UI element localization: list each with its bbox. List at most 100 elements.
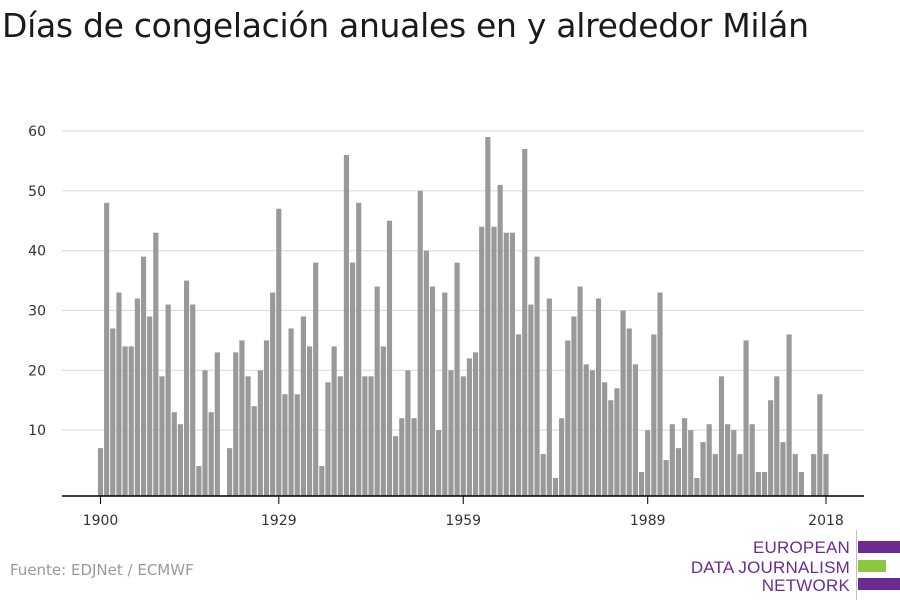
y-tick-label: 60 (28, 124, 46, 140)
bar (196, 466, 202, 496)
y-tick-label: 20 (28, 363, 46, 379)
bar (552, 478, 559, 496)
bar (638, 472, 645, 496)
bar (466, 358, 472, 496)
bar (177, 424, 184, 496)
bar (632, 364, 638, 496)
bar (682, 418, 688, 496)
bar (694, 478, 700, 496)
bar (362, 376, 368, 496)
bar (626, 328, 632, 496)
bar (472, 352, 479, 496)
y-tick-label: 40 (28, 244, 46, 260)
bar (190, 304, 196, 496)
bar (140, 256, 147, 496)
bar (571, 316, 577, 496)
bar (688, 430, 694, 496)
x-axis: 1900 1929 1959 1989 2018 (62, 495, 864, 529)
bar (503, 232, 509, 496)
chart-title: Días de congelación anuales en y alreded… (2, 6, 809, 45)
logo-line-network: NETWORK (761, 576, 850, 595)
bar (657, 292, 663, 496)
bar (540, 454, 546, 496)
bar (325, 382, 331, 496)
bar (288, 328, 294, 496)
bar (251, 406, 257, 496)
bar (349, 262, 356, 496)
bar (706, 424, 712, 496)
bar (276, 208, 282, 497)
bar (97, 448, 104, 496)
bar (768, 400, 774, 496)
bar (669, 424, 675, 496)
bar (602, 382, 608, 496)
bar (147, 316, 153, 496)
bar (528, 304, 534, 496)
logo-line-european: EUROPEAN (752, 538, 850, 557)
bar (755, 472, 761, 496)
bar (583, 364, 589, 496)
bar (817, 394, 823, 496)
bar (774, 376, 780, 496)
bar (104, 202, 110, 497)
bar (319, 466, 325, 496)
bar (165, 304, 171, 496)
bar (214, 352, 220, 496)
bar (442, 292, 448, 496)
x-tick-label: 1959 (445, 513, 481, 529)
bar (227, 448, 233, 496)
bar (245, 376, 251, 496)
bar (436, 430, 442, 496)
bar (725, 424, 731, 496)
bar (749, 424, 755, 496)
gridlines (62, 130, 864, 431)
bar (374, 286, 380, 496)
bar (651, 334, 657, 496)
bar (534, 256, 540, 496)
bar (700, 442, 706, 496)
bar (675, 448, 682, 496)
bar (405, 370, 411, 496)
bars (97, 136, 829, 497)
bar (110, 328, 116, 496)
bar (171, 412, 177, 496)
bar (645, 430, 651, 496)
bar (233, 352, 239, 496)
bar (153, 232, 159, 496)
bar (614, 388, 620, 496)
bar (356, 202, 362, 497)
x-tick-label: 1989 (630, 513, 666, 529)
y-tick-label: 10 (28, 423, 46, 439)
bar (823, 454, 829, 496)
bar (811, 454, 817, 496)
bar (509, 232, 516, 496)
bar (663, 460, 669, 496)
bar (239, 340, 245, 496)
bar (263, 340, 270, 496)
bar (257, 370, 263, 496)
bar (522, 148, 528, 496)
bar (294, 394, 300, 496)
bar (737, 454, 743, 496)
bar (559, 418, 565, 496)
bar (712, 454, 718, 496)
bar (411, 418, 417, 496)
bar (159, 376, 165, 496)
bar (300, 316, 306, 496)
bar (798, 472, 804, 496)
bar (313, 262, 319, 496)
bar (485, 136, 491, 496)
bar (429, 286, 436, 496)
bar (786, 334, 792, 496)
bar (761, 472, 768, 496)
bar (208, 412, 214, 496)
bar (393, 436, 399, 496)
bar (743, 340, 749, 496)
bar (368, 376, 374, 496)
bar (306, 346, 313, 496)
bar (202, 370, 208, 496)
bar (460, 376, 466, 496)
bar (454, 262, 460, 496)
source-note: Fuente: EDJNet / ECMWF (10, 561, 194, 579)
bar (595, 298, 602, 496)
